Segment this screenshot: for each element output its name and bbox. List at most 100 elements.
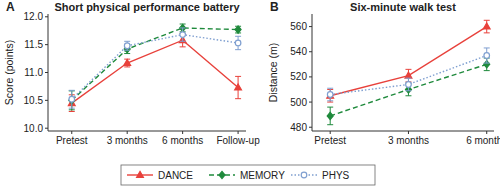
y-tick: [45, 128, 48, 129]
x-tick: [238, 131, 239, 134]
legend-marker: [219, 171, 225, 178]
error-cap: [124, 66, 130, 67]
x-tick: [330, 131, 331, 134]
legend-label: MEMORY: [240, 170, 285, 181]
y-tick: [309, 26, 312, 27]
point: [235, 40, 241, 46]
error-cap: [327, 107, 333, 108]
error-bar: [484, 48, 490, 63]
error-cap: [69, 109, 75, 110]
error-cap: [484, 47, 490, 48]
y-tick: [45, 100, 48, 101]
error-cap: [484, 20, 490, 21]
error-cap: [484, 32, 490, 33]
y-tick-label: 520: [290, 71, 307, 82]
x-tick: [71, 131, 72, 134]
error-cap: [235, 36, 241, 37]
title: Six-minute walk test: [350, 1, 456, 13]
y-tick-label: 10.5: [24, 95, 44, 106]
series-line: [330, 64, 487, 116]
error-bar: [180, 28, 186, 41]
x-tick-label: 3 months: [388, 135, 429, 146]
error-bar: [124, 41, 130, 50]
series-line: [330, 56, 487, 95]
error-cap: [124, 50, 130, 51]
error-cap: [327, 102, 333, 103]
y-tick: [309, 102, 312, 103]
legend-box: [121, 165, 375, 185]
y-tick-label: 11.0: [24, 67, 43, 78]
y-tick-label: 560: [290, 21, 307, 32]
point: [124, 59, 131, 65]
y-tick-label: 10.0: [24, 123, 44, 134]
error-cap: [405, 90, 411, 91]
point: [69, 96, 75, 102]
y-axis-title: Distance (m): [267, 43, 279, 103]
figure: AShort physical performance battery10.01…: [0, 0, 500, 190]
x-tick-label: Pretest: [56, 135, 88, 146]
x-tick-label: 3 months: [107, 135, 148, 146]
x-tick-label: 6 months: [466, 135, 500, 146]
point: [483, 23, 490, 29]
error-bar: [405, 78, 411, 91]
error-cap: [484, 63, 490, 64]
legend-marker: [301, 172, 307, 178]
panel-label: B: [270, 0, 279, 14]
error-cap: [235, 98, 241, 99]
x-axis: [48, 131, 246, 132]
panel: AShort physical performance battery10.01…: [3, 0, 260, 146]
error-cap: [327, 124, 333, 125]
series-line: [330, 27, 487, 96]
error-cap: [69, 90, 75, 91]
point: [405, 72, 412, 78]
error-cap: [180, 27, 186, 28]
error-cap: [180, 41, 186, 42]
error-cap: [327, 88, 333, 89]
error-bar: [484, 20, 490, 33]
y-tick: [309, 51, 312, 52]
y-tick-label: 480: [290, 122, 307, 133]
error-cap: [484, 70, 490, 71]
panel: BSix-minute walk test480500520540560Dist…: [267, 0, 500, 146]
point: [124, 43, 130, 49]
error-bar: [327, 88, 333, 101]
title: Short physical performance battery: [54, 1, 240, 13]
error-cap: [69, 108, 75, 109]
error-bar: [235, 36, 241, 49]
x-tick: [127, 131, 128, 134]
error-cap: [405, 95, 411, 96]
error-bar: [69, 91, 75, 110]
plot-area: [327, 20, 490, 124]
point: [327, 92, 334, 98]
error-bar: [327, 107, 333, 125]
y-tick: [309, 76, 312, 77]
x-tick: [182, 131, 183, 134]
y-tick-label: 12.0: [24, 11, 44, 22]
x-tick-label: Pretest: [314, 135, 346, 146]
x-axis: [312, 131, 494, 132]
legend-label: PHYS: [322, 170, 350, 181]
x-tick-label: 6 months: [162, 135, 203, 146]
point: [235, 84, 242, 90]
y-axis-title: Score (points): [3, 40, 15, 105]
x-tick-label: Follow-up: [216, 135, 260, 146]
error-bar: [124, 59, 130, 67]
point: [180, 32, 186, 38]
error-cap: [405, 78, 411, 79]
point: [327, 112, 333, 119]
x-tick: [408, 131, 409, 134]
y-tick: [309, 127, 312, 128]
legend: DANCE MEMORY PHYS: [121, 165, 375, 185]
series-line: [72, 35, 238, 100]
plot-area: [68, 24, 241, 111]
legend-marker: [137, 171, 144, 177]
series-line: [72, 28, 238, 100]
y-tick-label: 500: [290, 97, 307, 108]
error-cap: [124, 41, 130, 42]
y-axis: [312, 14, 313, 131]
y-tick: [45, 16, 48, 17]
y-tick: [45, 72, 48, 73]
legend-label: DANCE: [158, 170, 193, 181]
series-line: [72, 40, 238, 103]
point: [327, 92, 333, 98]
